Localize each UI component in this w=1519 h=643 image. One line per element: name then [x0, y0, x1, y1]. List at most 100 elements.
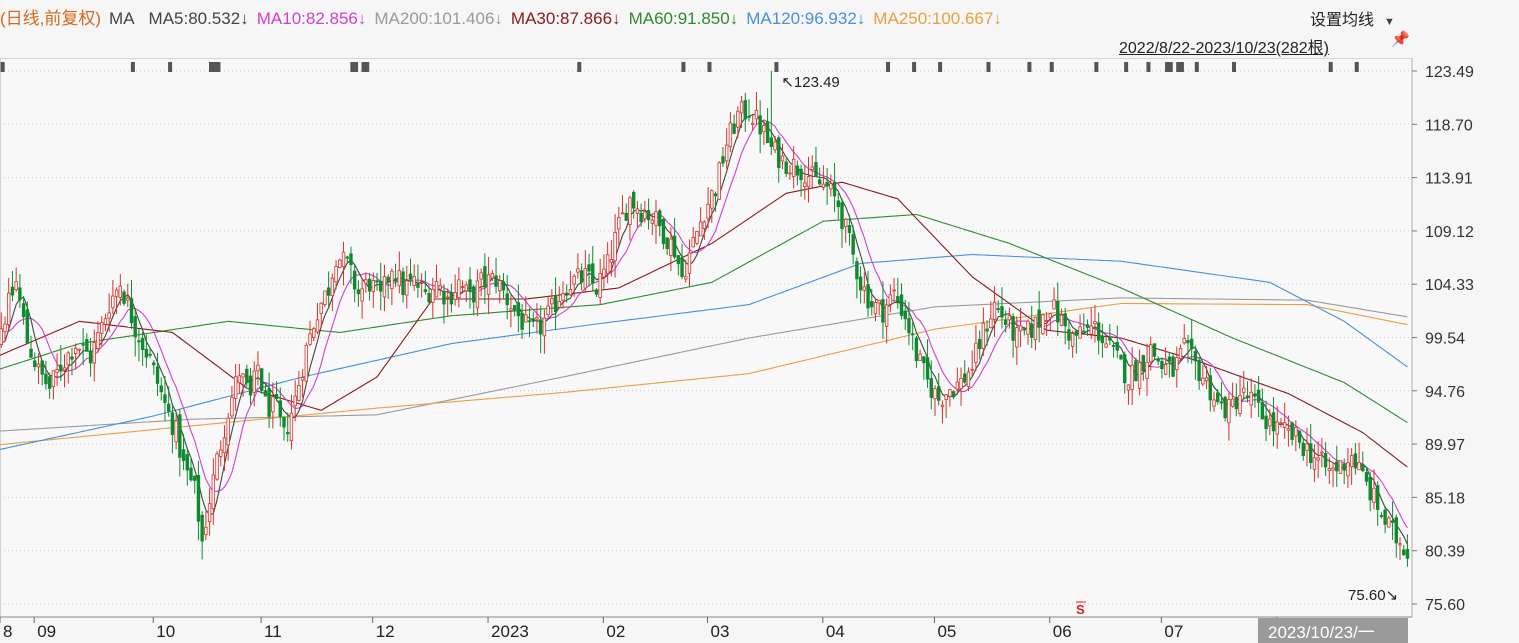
candle-body[interactable]: [490, 272, 495, 279]
candle-body[interactable]: [684, 276, 688, 280]
candle-body[interactable]: [289, 412, 294, 442]
candle-body[interactable]: [453, 292, 457, 300]
event-marker[interactable]: [681, 62, 686, 72]
candle-body[interactable]: [847, 225, 852, 234]
candle-body[interactable]: [821, 183, 826, 188]
candle-body[interactable]: [788, 172, 792, 175]
candle-body[interactable]: [111, 295, 115, 309]
candle-body[interactable]: [751, 122, 755, 125]
candle-body[interactable]: [200, 514, 204, 542]
candle-body[interactable]: [613, 232, 617, 262]
candle-body[interactable]: [1305, 443, 1309, 452]
candle-body[interactable]: [1085, 324, 1090, 328]
candle-body[interactable]: [1271, 412, 1276, 432]
candle-body[interactable]: [1361, 464, 1365, 472]
candle-body[interactable]: [531, 318, 535, 322]
candle-body[interactable]: [1245, 395, 1250, 399]
candle-body[interactable]: [1033, 316, 1038, 341]
candle-body[interactable]: [1018, 325, 1023, 332]
candle-body[interactable]: [858, 276, 863, 291]
candle-body[interactable]: [1357, 461, 1361, 471]
candle-body[interactable]: [985, 328, 989, 332]
candle-body[interactable]: [468, 279, 472, 293]
candle-body[interactable]: [1208, 375, 1212, 401]
candle-body[interactable]: [81, 343, 85, 346]
candle-body[interactable]: [1346, 462, 1350, 477]
candle-body[interactable]: [1089, 325, 1093, 335]
candle-body[interactable]: [743, 100, 747, 120]
candle-body[interactable]: [159, 385, 163, 393]
candle-body[interactable]: [535, 316, 539, 320]
candle-body[interactable]: [1402, 549, 1406, 556]
candle-body[interactable]: [739, 101, 744, 114]
candle-body[interactable]: [1353, 453, 1358, 469]
candle-body[interactable]: [293, 395, 297, 407]
candle-body[interactable]: [1335, 461, 1339, 472]
candle-body[interactable]: [423, 289, 428, 292]
candle-body[interactable]: [873, 302, 878, 315]
candle-body[interactable]: [1398, 543, 1402, 546]
candle-body[interactable]: [408, 273, 413, 280]
candle-body[interactable]: [844, 218, 848, 227]
candle-body[interactable]: [505, 293, 509, 306]
candle-body[interactable]: [148, 353, 152, 356]
candle-body[interactable]: [617, 217, 621, 230]
candle-body[interactable]: [661, 218, 666, 245]
candle-body[interactable]: [728, 122, 733, 148]
event-marker[interactable]: [361, 62, 366, 72]
candle-body[interactable]: [620, 212, 625, 215]
candle-body[interactable]: [367, 278, 372, 292]
candle-body[interactable]: [1394, 517, 1398, 544]
candle-body[interactable]: [1182, 338, 1186, 344]
candle-body[interactable]: [810, 166, 814, 170]
candle-body[interactable]: [881, 299, 885, 323]
event-marker[interactable]: [886, 62, 891, 72]
candle-body[interactable]: [401, 271, 405, 296]
candle-body[interactable]: [631, 191, 636, 209]
candle-body[interactable]: [710, 190, 714, 209]
candle-body[interactable]: [658, 210, 662, 227]
candle-body[interactable]: [1111, 344, 1116, 347]
candle-body[interactable]: [940, 404, 945, 408]
candle-body[interactable]: [598, 272, 602, 298]
candle-body[interactable]: [1126, 384, 1131, 391]
event-marker[interactable]: [216, 62, 221, 72]
candle-body[interactable]: [1216, 392, 1220, 403]
candle-body[interactable]: [1312, 457, 1317, 470]
candle-body[interactable]: [1375, 485, 1380, 510]
candle-body[interactable]: [963, 373, 967, 383]
candle-body[interactable]: [222, 437, 227, 454]
candle-body[interactable]: [1275, 421, 1279, 435]
candle-body[interactable]: [951, 391, 956, 397]
candle-body[interactable]: [576, 268, 580, 273]
candle-body[interactable]: [248, 375, 253, 396]
event-marker[interactable]: [912, 62, 917, 72]
candle-body[interactable]: [602, 268, 606, 278]
event-marker[interactable]: [707, 62, 712, 72]
candle-body[interactable]: [114, 289, 119, 297]
event-marker[interactable]: [168, 62, 173, 72]
candle-body[interactable]: [393, 278, 398, 282]
candle-body[interactable]: [1223, 396, 1227, 419]
candle-body[interactable]: [1320, 451, 1324, 454]
candle-body[interactable]: [646, 210, 651, 221]
candle-body[interactable]: [77, 348, 82, 351]
candle-body[interactable]: [62, 367, 67, 371]
pin-icon[interactable]: 📌: [1391, 31, 1410, 48]
candle-body[interactable]: [937, 386, 941, 401]
candle-body[interactable]: [724, 144, 729, 162]
candle-body[interactable]: [542, 317, 547, 337]
candle-body[interactable]: [706, 203, 710, 219]
candle-body[interactable]: [278, 400, 282, 417]
candle-body[interactable]: [512, 305, 517, 311]
candle-body[interactable]: [419, 282, 424, 284]
candle-body[interactable]: [817, 179, 822, 185]
candle-body[interactable]: [88, 350, 93, 364]
candle-body[interactable]: [230, 396, 234, 417]
candle-body[interactable]: [18, 287, 22, 301]
candle-body[interactable]: [133, 316, 137, 338]
candle-body[interactable]: [795, 165, 800, 176]
candle-body[interactable]: [193, 475, 197, 481]
candle-body[interactable]: [390, 270, 394, 290]
